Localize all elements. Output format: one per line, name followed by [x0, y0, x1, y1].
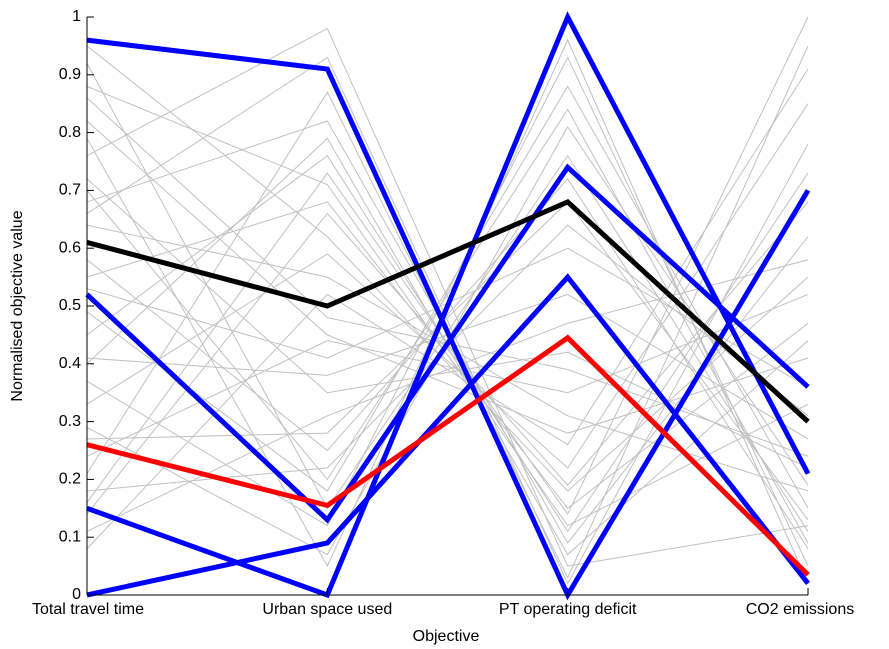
y-tick-label: 0.3: [59, 413, 81, 430]
y-tick-label: 0: [72, 586, 81, 603]
x-tick-label: Total travel time: [32, 601, 144, 618]
highlight-line: [86, 199, 810, 424]
solution-line: [86, 27, 809, 567]
solution-line: [86, 201, 809, 521]
y-tick-label: 0.9: [59, 66, 81, 83]
y-tick-label: 1: [72, 8, 81, 25]
y-tick-label: 0.6: [59, 239, 81, 256]
solution-line: [86, 120, 809, 434]
y-tick-label: 0.5: [59, 297, 81, 314]
y-tick-label: 0.2: [59, 471, 81, 488]
x-tick-label: Urban space used: [262, 601, 392, 618]
y-tick-label: 0.4: [59, 355, 81, 372]
y-tick-label: 0.7: [59, 182, 81, 199]
x-tick-label: CO2 emissions: [746, 601, 854, 618]
highlight-line: [85, 163, 810, 524]
solution-line: [86, 45, 809, 492]
highlight-line: [86, 11, 811, 599]
highlight-line: [86, 334, 810, 577]
solution-line: [86, 201, 809, 509]
solution-line: [86, 108, 809, 544]
highlight-line: [86, 273, 810, 598]
x-tick-label: PT operating deficit: [499, 601, 637, 618]
y-tick-label: 0.8: [59, 124, 81, 141]
y-axis-label: Normalised objective value: [9, 210, 26, 401]
solution-line: [86, 97, 809, 457]
solution-line: [86, 85, 809, 509]
solution-line: [86, 103, 809, 469]
solution-line: [86, 68, 809, 550]
y-tick-label: 0.1: [59, 528, 81, 545]
highlight-line: [86, 37, 811, 601]
x-axis-label: Objective: [413, 628, 480, 645]
solution-line: [86, 56, 809, 585]
